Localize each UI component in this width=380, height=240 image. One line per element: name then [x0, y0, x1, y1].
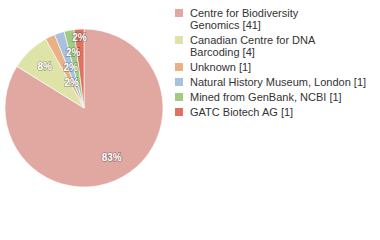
- legend: Centre for BiodiversityGenomics [41] Cana…: [175, 7, 366, 118]
- legend-swatch: [175, 36, 183, 44]
- data-labels: 83% 8% 2% 2% 2% 2%: [38, 32, 122, 164]
- legend-label-line: Centre for Biodiversity: [190, 7, 299, 19]
- legend-swatch: [175, 63, 183, 71]
- legend-label: Unknown [1]: [190, 61, 251, 73]
- data-label: 2%: [72, 32, 87, 43]
- pie-slices: [5, 29, 163, 187]
- legend-swatch: [175, 9, 183, 17]
- data-label: 2%: [63, 62, 78, 73]
- legend-label: Mined from GenBank, NCBI [1]: [190, 91, 342, 103]
- data-label: 2%: [66, 47, 81, 58]
- data-label: 83%: [102, 152, 122, 163]
- legend-swatch: [175, 78, 183, 86]
- data-label: 2%: [65, 77, 80, 88]
- legend-label: GATC Biotech AG [1]: [190, 106, 293, 118]
- legend-label-line: Canadian Centre for DNA: [190, 34, 316, 46]
- data-label: 8%: [38, 61, 53, 72]
- legend-label: Natural History Museum, London [1]: [190, 76, 366, 88]
- legend-label-line: Barcoding [4]: [190, 46, 255, 58]
- legend-label: Canadian Centre for DNABarcoding [4]: [190, 34, 316, 58]
- legend-label: Centre for BiodiversityGenomics [41]: [190, 7, 299, 31]
- legend-label-line: Genomics [41]: [190, 19, 261, 31]
- legend-swatch: [175, 108, 183, 116]
- chart: 83% 8% 2% 2% 2% 2% Centre for BiodiversityGeno…: [0, 0, 380, 240]
- legend-swatch: [175, 93, 183, 101]
- pie-slice: [5, 29, 163, 187]
